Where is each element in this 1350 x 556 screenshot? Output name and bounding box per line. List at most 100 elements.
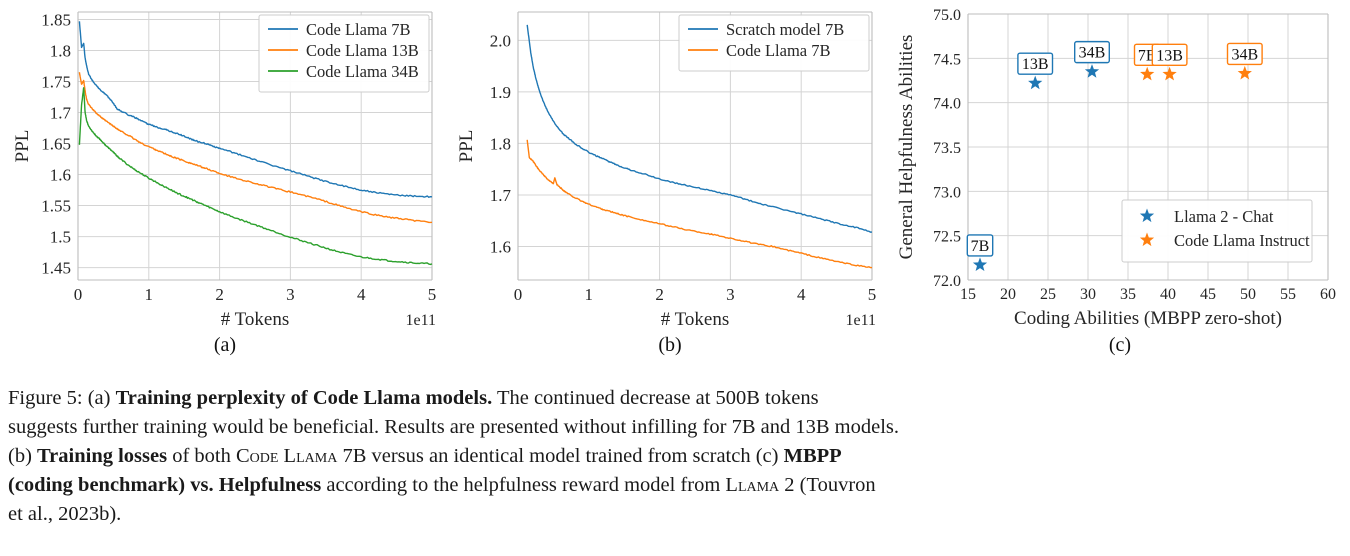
data-point-label: 34B (1079, 45, 1106, 62)
x-axis-tick-label: 25 (1040, 286, 1056, 303)
legend-label: Code Llama Instruct (1174, 231, 1310, 250)
legend-swatch-star-icon (1139, 208, 1155, 223)
x-axis-tick-label: 5 (428, 285, 437, 304)
data-point-label: 34B (1231, 46, 1258, 63)
legend-label: Code Llama 34B (306, 62, 419, 81)
data-point-label: 13B (1156, 47, 1183, 64)
caption-segment: The continued decrease at 500B tokens (492, 387, 819, 409)
y-axis-tick-label: 1.75 (41, 72, 71, 91)
y-axis-tick-label: 1.55 (41, 197, 71, 216)
data-point-label: 13B (1022, 56, 1049, 73)
chart-panel-b: 0 1 2 3 4 5 1.6 1.7 1.8 1.9 2.0 # Tokens 1e11 PPL Scra… (450, 0, 890, 375)
caption-segment: (coding benchmark) vs. Helpfulness (8, 474, 322, 496)
data-point-star-icon (1084, 64, 1100, 78)
y-axis-tick-label: 1.6 (490, 238, 511, 257)
plot-area: 0 1 2 3 4 5 1.45 1.5 1.55 1.6 1.65 1.7 1.75 1.8 1.85 # … (12, 10, 436, 330)
legend-label: Code Llama 13B (306, 41, 419, 60)
legend-box (1121, 199, 1313, 263)
data-point-star-icon (972, 257, 988, 271)
series-line (526, 24, 873, 233)
chart-legend: Llama 2 - Chat Code Llama Instruct (1121, 199, 1313, 263)
x-axis-tick-label: 1 (145, 285, 154, 304)
caption-segment: et al., 2023b). (8, 503, 122, 525)
y-axis-tick-label: 1.7 (50, 104, 72, 123)
x-axis-tick-label: 2 (655, 285, 664, 304)
caption-segment: Training losses (37, 445, 168, 467)
x-axis-tick-label: 60 (1320, 286, 1336, 303)
series-line (78, 87, 433, 266)
y-axis-tick-label: 1.7 (490, 186, 512, 205)
y-axis-tick-label: 1.5 (50, 228, 71, 247)
data-point-label: 7B (971, 238, 990, 255)
x-axis-label: # Tokens (221, 309, 290, 330)
subcaption-c: (c) (1108, 334, 1132, 356)
chart-legend: Code Llama 7B Code Llama 13B Code Llama 34… (258, 14, 430, 93)
y-axis-tick-label: 1.45 (41, 259, 71, 278)
legend-label: Scratch model 7B (726, 20, 844, 39)
y-axis-tick-label: 72.5 (933, 229, 961, 246)
caption-segment: according to the helpfulness reward mode… (321, 474, 726, 496)
x-axis-tick-label: 3 (726, 285, 735, 304)
legend-label: Code Llama 7B (726, 41, 830, 60)
caption-line: (coding benchmark) vs. Helpfulness accor… (8, 471, 1342, 500)
legend-swatch-star-icon (1139, 232, 1155, 247)
y-axis-tick-label: 1.85 (41, 10, 71, 29)
y-axis-label: PPL (456, 130, 477, 163)
caption-segment: 2 (Touvron (779, 474, 876, 496)
x-axis-tick-label: 4 (797, 285, 806, 304)
y-axis-label: PPL (12, 130, 33, 163)
caption-line: (b) Training losses of both Code Llama 7… (8, 442, 1342, 471)
x-axis-tick-label: 35 (1120, 286, 1136, 303)
x-axis-tick-label: 2 (215, 285, 224, 304)
x-axis-tick-label: 0 (74, 285, 83, 304)
y-axis-tick-label: 1.8 (50, 41, 71, 60)
x-axis-tick-label: 4 (357, 285, 366, 304)
y-axis-tick-label: 73.0 (933, 184, 961, 201)
training-perplexity-chart: 0 1 2 3 4 5 1.45 1.5 1.55 1.6 1.65 1.7 1.75 1.8 1.85 # … (12, 10, 436, 330)
x-axis-tick-label: 0 (514, 285, 523, 304)
legend-label: Code Llama 7B (306, 20, 410, 39)
subcaption-b: (b) (658, 334, 682, 356)
data-point-star-icon (1237, 65, 1252, 80)
caption-segment: Training perplexity of Code Llama models… (115, 387, 493, 409)
subcaption-a: (a) (213, 334, 237, 356)
x-axis-tick-label: 55 (1280, 286, 1296, 303)
y-axis-tick-label: 75.0 (933, 7, 961, 24)
y-axis-tick-label: 72.0 (933, 273, 961, 290)
chart-legend: Scratch model 7B Code Llama 7B (678, 14, 870, 72)
caption-segment: Code Llama (235, 445, 338, 467)
x-axis-tick-label: 30 (1080, 286, 1096, 303)
data-point-label-box (1073, 40, 1110, 64)
caption-segment: Llama (725, 474, 780, 496)
caption-line: et al., 2023b). (8, 500, 1342, 529)
data-point-star-icon (1140, 66, 1155, 81)
caption-line: Figure 5: (a) Training perplexity of Cod… (8, 384, 1342, 413)
data-point-label-box (1151, 43, 1188, 66)
x-axis-tick-label: 1 (585, 285, 594, 304)
plot-area: 0 1 2 3 4 5 1.6 1.7 1.8 1.9 2.0 # Tokens 1e11 PPL Scra… (456, 11, 877, 330)
x-axis-tick-label: 20 (1000, 286, 1016, 303)
x-axis-tick-label: 5 (868, 285, 877, 304)
y-axis-tick-label: 73.5 (933, 140, 961, 157)
y-axis-tick-label: 1.65 (41, 135, 71, 154)
x-axis-exponent-label: 1e11 (405, 312, 436, 329)
x-axis-exponent-label: 1e11 (845, 312, 876, 329)
y-axis-tick-label: 74.5 (933, 51, 961, 68)
legend-box (258, 14, 430, 93)
legend-label: Llama 2 - Chat (1174, 207, 1274, 226)
y-axis-tick-label: 74.0 (933, 96, 961, 113)
caption-segment: (b) (8, 445, 38, 467)
data-point-label-box (1017, 52, 1054, 75)
data-point-star-icon (1162, 66, 1177, 81)
y-axis-tick-label: 1.8 (490, 134, 511, 153)
x-axis-tick-label: 40 (1160, 286, 1176, 303)
x-axis-tick-label: 3 (286, 285, 295, 304)
data-point-label-box (1226, 42, 1263, 66)
figure-panels: 0 1 2 3 4 5 1.45 1.5 1.55 1.6 1.65 1.7 1.75 1.8 1.85 # … (12, 0, 1336, 375)
x-axis-label: # Tokens (661, 309, 730, 330)
caption-segment: MBPP (783, 445, 842, 467)
data-point-star-icon (1028, 75, 1043, 90)
caption-segment: of both (167, 445, 236, 467)
